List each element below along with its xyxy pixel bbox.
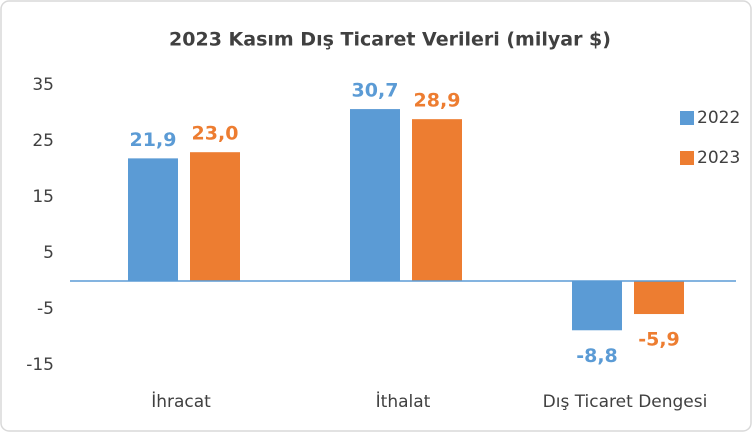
- data-label: 23,0: [192, 123, 239, 145]
- bar: [190, 152, 240, 281]
- data-label: -5,9: [638, 329, 680, 351]
- x-tick-label: Dış Ticaret Dengesi: [543, 392, 708, 412]
- y-tick-label: 15: [32, 187, 54, 207]
- bar: [572, 281, 622, 331]
- legend-swatch: [680, 111, 694, 125]
- x-tick-label: İthalat: [376, 391, 431, 412]
- data-label: 28,9: [414, 90, 461, 112]
- chart-title: 2023 Kasım Dış Ticaret Verileri (milyar …: [169, 29, 611, 51]
- x-tick-label: İhracat: [151, 391, 211, 412]
- y-tick-label: -5: [37, 299, 54, 319]
- y-tick-label: 5: [43, 243, 54, 263]
- y-tick-label: 35: [32, 75, 54, 95]
- bar: [128, 158, 178, 281]
- data-label: 30,7: [352, 80, 399, 102]
- bar: [350, 109, 400, 281]
- legend-label: 2022: [697, 108, 740, 128]
- legend-swatch: [680, 151, 694, 165]
- bar: [412, 119, 462, 281]
- bar: [634, 281, 684, 315]
- data-label: 21,9: [130, 129, 177, 151]
- y-tick-label: -15: [26, 355, 54, 375]
- legend-label: 2023: [697, 148, 740, 168]
- data-label: -8,8: [576, 345, 618, 367]
- y-tick-label: 25: [32, 131, 54, 151]
